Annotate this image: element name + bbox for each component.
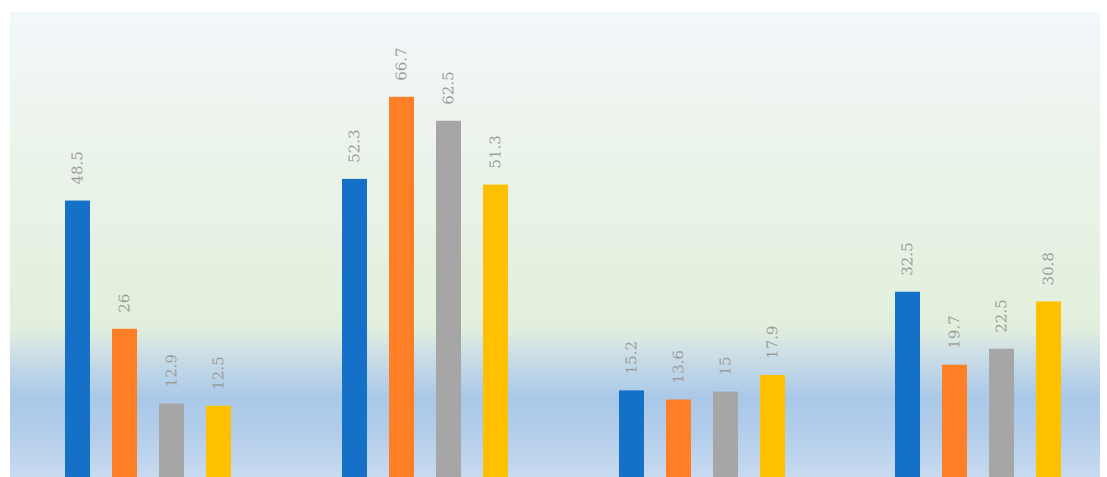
value-label-s4-g1: 12.5: [210, 356, 228, 389]
bar-s4-g3: [760, 374, 785, 477]
value-label-s4-g2: 51.3: [487, 135, 505, 168]
value-label-s2-g1: 26: [116, 294, 134, 313]
bars-layer: [65, 96, 1061, 477]
value-label-s2-g4: 19.7: [946, 315, 964, 348]
value-label-s1-g1: 48.5: [69, 151, 87, 184]
bar-s2-g4: [942, 364, 967, 477]
bar-s1-g3: [619, 390, 644, 477]
value-label-s4-g4: 30.8: [1040, 252, 1058, 285]
value-label-s4-g3: 17.9: [764, 326, 782, 359]
value-label-s3-g3: 15: [717, 356, 735, 375]
value-label-s3-g2: 62.5: [440, 71, 458, 104]
bar-chart: 48.5 52.3 15.2 32.5 26 66.7 13.6 19.7 12.9 62.5 15…: [10, 12, 1100, 477]
bar-s2-g3: [666, 399, 691, 477]
value-label-s3-g1: 12.9: [163, 354, 181, 387]
bar-s1-g1: [65, 200, 90, 477]
labels-layer: 48.5 52.3 15.2 32.5 26 66.7 13.6 19.7 12.9 62.5 15…: [69, 47, 1058, 389]
bar-s4-g1: [206, 405, 231, 477]
bar-s3-g4: [989, 348, 1014, 477]
chart: 48.5 52.3 15.2 32.5 26 66.7 13.6 19.7 12.9 62.5 15…: [10, 12, 1100, 477]
value-label-s3-g4: 22.5: [993, 299, 1011, 332]
value-label-s2-g2: 66.7: [393, 47, 411, 80]
bar-s4-g4: [1036, 301, 1061, 477]
value-label-s1-g2: 52.3: [346, 129, 364, 162]
bar-s1-g4: [895, 291, 920, 477]
bar-s3-g2: [436, 120, 461, 477]
value-label-s1-g3: 15.2: [623, 341, 641, 374]
bar-s3-g1: [159, 403, 184, 477]
bar-s2-g1: [112, 328, 137, 477]
bar-s4-g2: [483, 184, 508, 477]
bar-s3-g3: [713, 391, 738, 477]
bar-s1-g2: [342, 178, 367, 477]
value-label-s2-g3: 13.6: [670, 350, 688, 383]
bar-s2-g2: [389, 96, 414, 477]
value-label-s1-g4: 32.5: [899, 242, 917, 275]
